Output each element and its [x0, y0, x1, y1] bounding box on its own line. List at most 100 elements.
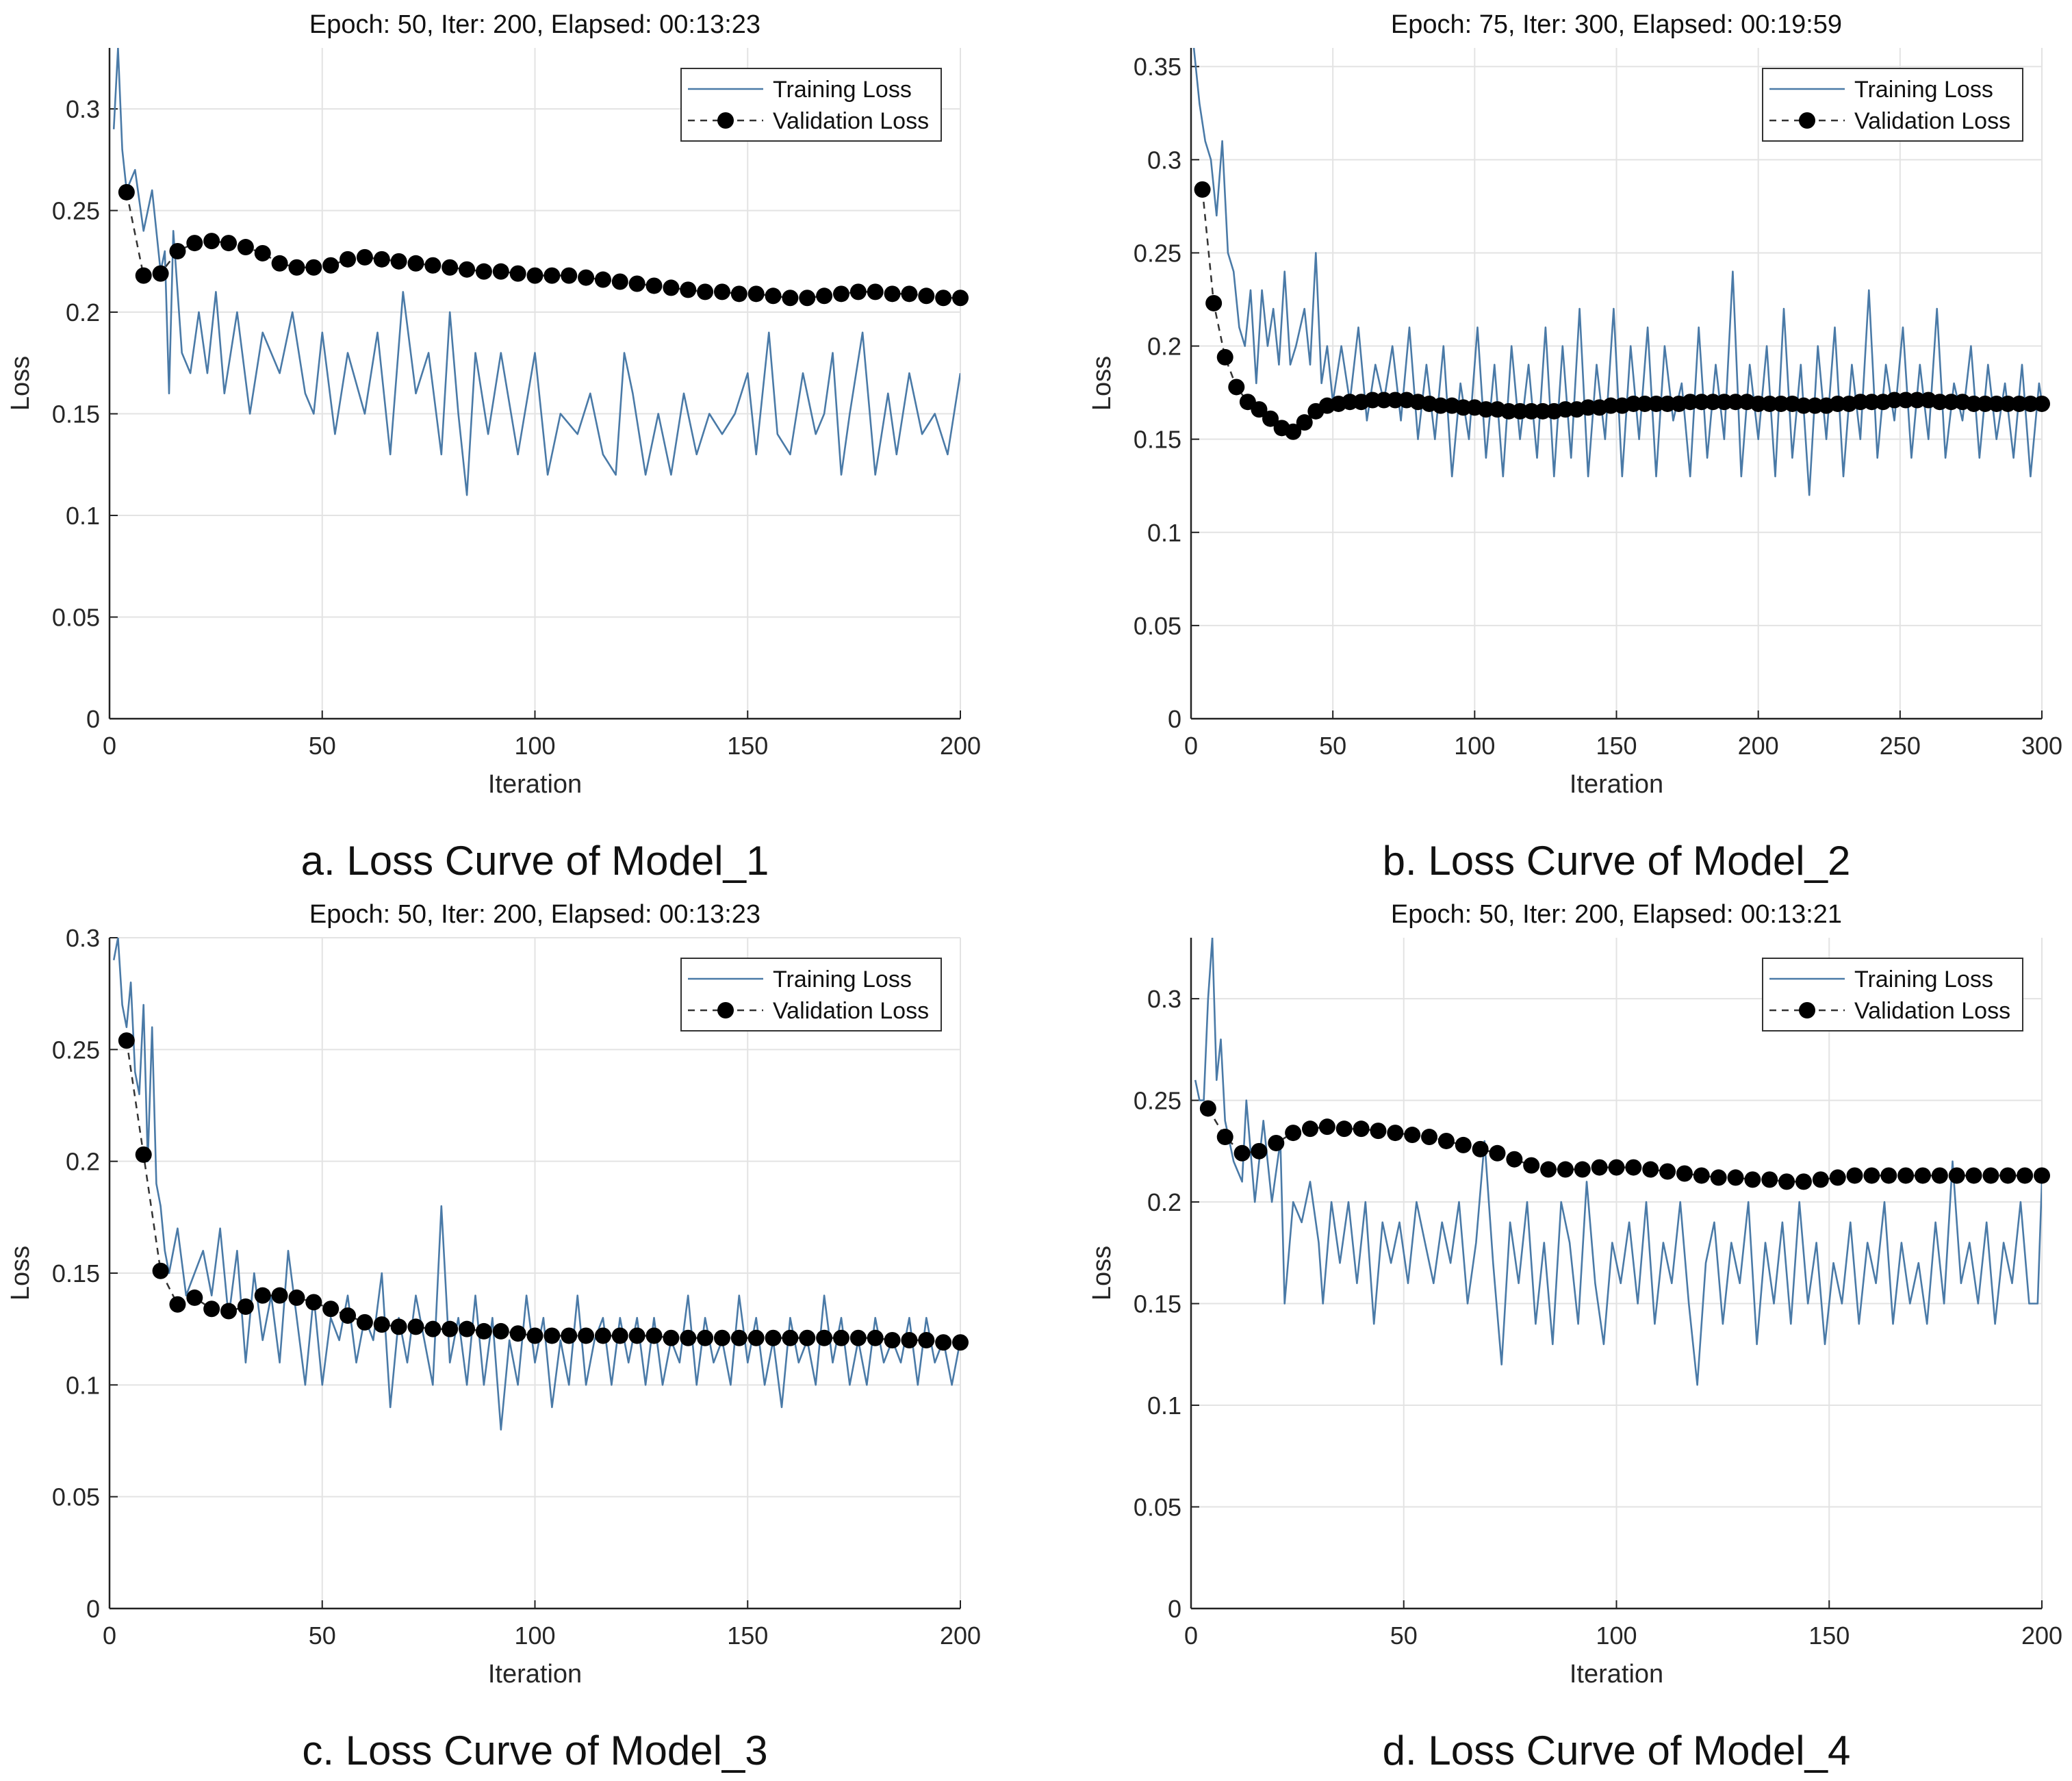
- legend-box: [1762, 958, 2023, 1032]
- validation-loss-point: [1455, 1136, 1472, 1153]
- x-tick-label: 150: [727, 1622, 768, 1650]
- legend-box: [680, 958, 942, 1032]
- validation-loss-point: [1863, 1167, 1880, 1184]
- legend-validation-marker: [1799, 112, 1815, 129]
- validation-loss-point: [1437, 1132, 1455, 1149]
- validation-loss-point: [271, 255, 288, 272]
- validation-loss-point: [1931, 394, 1948, 411]
- validation-loss-point: [952, 290, 969, 307]
- validation-loss-point: [475, 1322, 492, 1340]
- validation-loss-point: [1829, 395, 1846, 412]
- chart-title: Epoch: 50, Iter: 200, Elapsed: 00:13:23: [309, 900, 760, 929]
- y-tick-label: 0.3: [66, 924, 100, 952]
- validation-loss-point: [407, 255, 424, 272]
- validation-loss-point: [697, 1329, 714, 1346]
- validation-loss-point: [1455, 399, 1472, 416]
- validation-loss-point: [1897, 392, 1915, 409]
- validation-loss-point: [390, 1318, 407, 1335]
- legend-validation-label: Validation Loss: [773, 108, 929, 134]
- validation-loss-point: [475, 263, 492, 280]
- validation-loss-point: [237, 239, 254, 256]
- y-axis-label: Loss: [6, 1246, 35, 1300]
- validation-loss-point: [1693, 1167, 1710, 1184]
- y-tick-label: 0.1: [66, 1371, 100, 1399]
- validation-loss-point: [543, 1327, 561, 1344]
- validation-loss-point: [1829, 1169, 1846, 1186]
- x-axis-label: Iteration: [488, 770, 582, 799]
- validation-loss-point: [1500, 402, 1518, 420]
- validation-loss-point: [680, 1329, 697, 1346]
- validation-loss-point: [935, 1334, 952, 1351]
- validation-loss-point: [271, 1287, 288, 1304]
- y-tick-label: 0.15: [1134, 426, 1181, 454]
- legend-validation-marker: [717, 112, 734, 129]
- y-tick-label: 0.05: [1134, 1494, 1181, 1522]
- validation-loss-point: [1404, 1127, 1421, 1144]
- x-tick-label: 250: [1880, 732, 1921, 760]
- validation-loss-point: [1772, 395, 1789, 412]
- validation-loss-point: [526, 267, 543, 284]
- validation-loss-point: [1931, 1167, 1948, 1184]
- validation-loss-point: [1251, 401, 1268, 418]
- x-tick-label: 50: [1390, 1622, 1418, 1650]
- validation-loss-point: [543, 267, 561, 284]
- validation-loss-point: [2017, 1167, 2034, 1184]
- validation-loss-point: [1318, 1118, 1335, 1136]
- x-tick-label: 100: [1596, 1622, 1637, 1650]
- validation-loss-point: [152, 265, 169, 282]
- validation-loss-point: [1285, 1125, 1302, 1142]
- validation-loss-point: [135, 267, 152, 284]
- validation-loss-point: [1982, 1167, 1999, 1184]
- validation-loss-point: [492, 263, 509, 280]
- validation-loss-point: [782, 1329, 799, 1346]
- y-tick-label: 0.2: [1147, 1188, 1181, 1216]
- validation-loss-point: [578, 1327, 595, 1344]
- validation-loss-point: [730, 1329, 747, 1346]
- validation-loss-point: [645, 277, 663, 294]
- legend: Training Loss Validation Loss: [1762, 958, 2023, 1032]
- validation-loss-point: [1727, 1169, 1744, 1186]
- chart-caption: a. Loss Curve of Model_1: [301, 838, 769, 884]
- x-axis-label: Iteration: [488, 1660, 582, 1689]
- validation-loss-point: [1710, 1169, 1727, 1186]
- validation-loss-point: [526, 1327, 543, 1344]
- legend-box: [680, 68, 942, 142]
- legend-validation-label: Validation Loss: [1854, 998, 2010, 1024]
- training-loss-line: [112, 48, 960, 496]
- validation-loss-point: [1387, 1125, 1404, 1142]
- x-tick-label: 200: [2021, 1622, 2062, 1650]
- validation-loss-point: [561, 1327, 578, 1344]
- validation-loss-point: [1591, 1159, 1608, 1176]
- y-axis-label: Loss: [1088, 356, 1116, 411]
- legend-validation-label: Validation Loss: [1854, 108, 2010, 134]
- validation-loss-point: [663, 1329, 680, 1346]
- x-tick-label: 150: [727, 732, 768, 760]
- validation-loss-point: [1750, 395, 1767, 412]
- validation-loss-point: [594, 1327, 611, 1344]
- validation-loss-point: [952, 1334, 969, 1351]
- y-tick-label: 0.05: [52, 1483, 100, 1511]
- legend: Training Loss Validation Loss: [1762, 68, 2023, 142]
- legend-training-label: Training Loss: [773, 966, 912, 992]
- validation-loss-point: [765, 1329, 782, 1346]
- validation-loss-point: [730, 285, 747, 303]
- chart-caption: b. Loss Curve of Model_2: [1383, 838, 1851, 884]
- validation-loss-point: [1636, 395, 1653, 412]
- validation-loss-point: [747, 285, 765, 303]
- validation-loss-point: [373, 1316, 390, 1333]
- validation-loss-point: [1557, 1161, 1574, 1178]
- validation-loss-point: [663, 279, 680, 296]
- validation-loss-point: [254, 1287, 271, 1304]
- validation-loss-point: [1199, 1100, 1216, 1117]
- validation-loss-point: [118, 1032, 135, 1049]
- validation-loss-point: [901, 285, 918, 303]
- validation-loss-point: [1761, 395, 1778, 412]
- validation-loss-point: [322, 257, 340, 274]
- validation-loss-point: [1370, 1123, 1387, 1140]
- validation-loss-point: [1251, 1142, 1268, 1159]
- y-tick-label: 0.3: [1147, 985, 1181, 1013]
- validation-loss-point: [1886, 392, 1903, 409]
- legend-training-label: Training Loss: [773, 77, 912, 103]
- x-tick-label: 300: [2021, 732, 2062, 760]
